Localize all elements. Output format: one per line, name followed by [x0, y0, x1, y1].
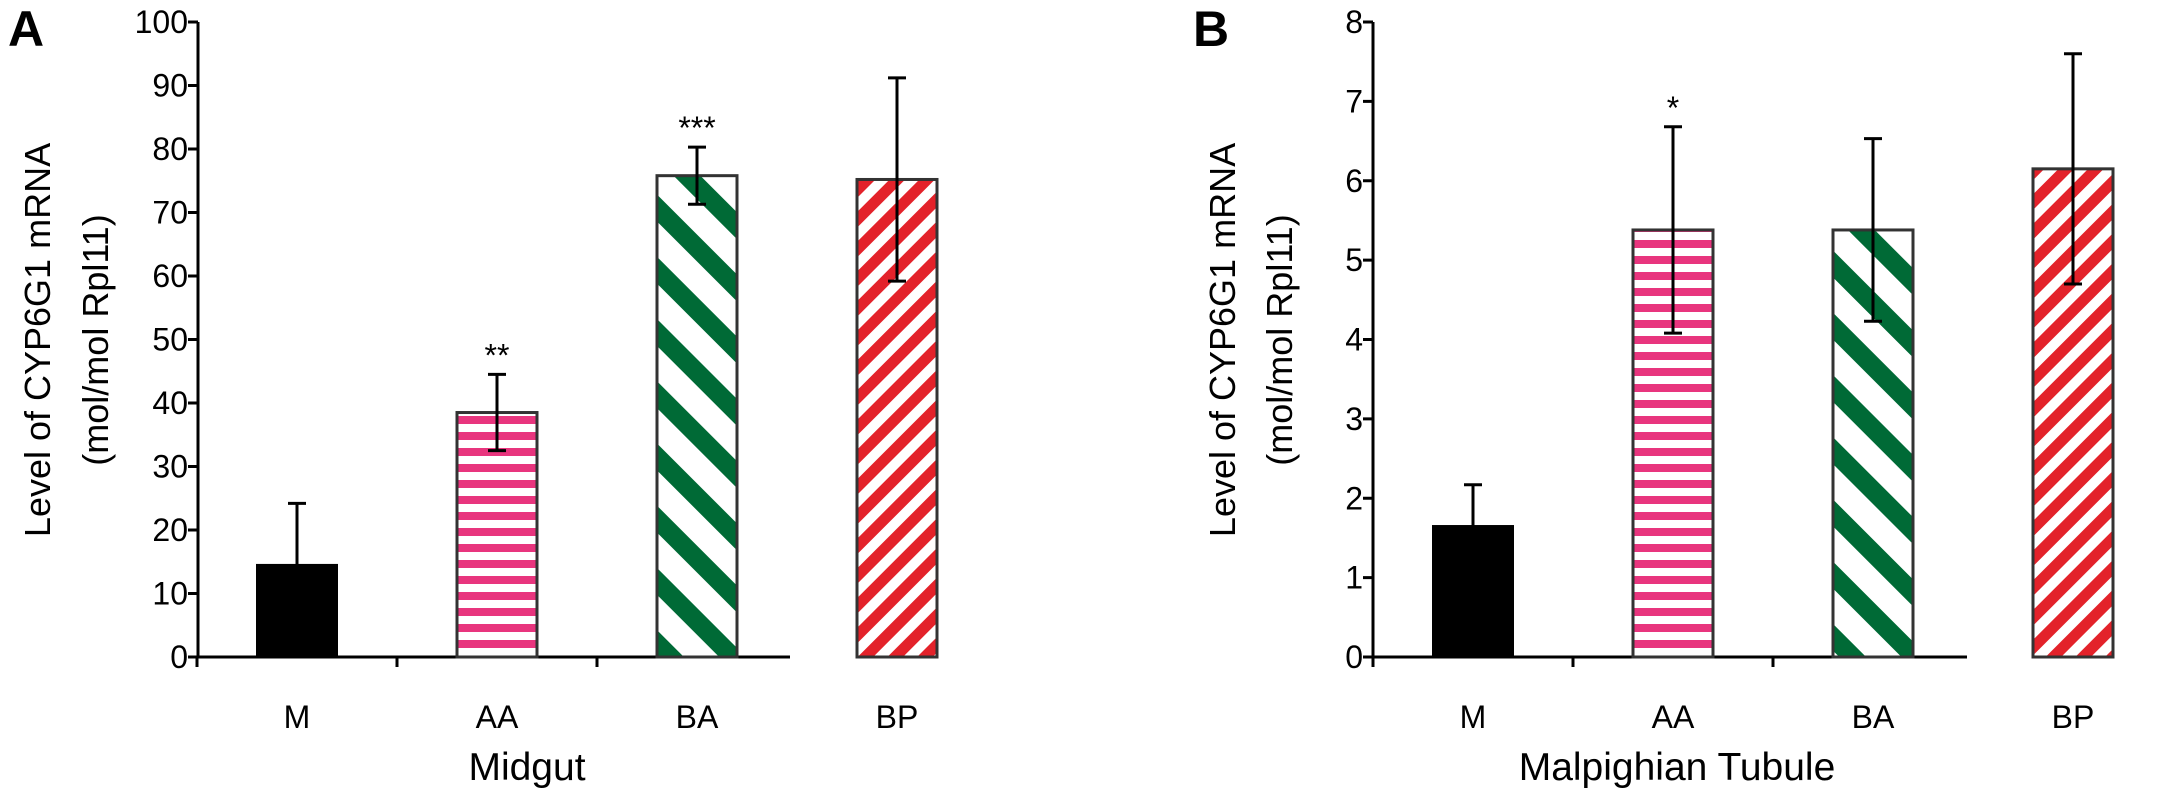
panel-label-b: B	[1193, 1, 1229, 57]
y-tick-label: 50	[152, 322, 188, 358]
y-tick-label: 7	[1345, 83, 1363, 119]
y-axis-title: Level of CYP6G1 mRNA	[17, 143, 58, 537]
bar-ba	[655, 174, 739, 659]
y-tick-label: 10	[152, 576, 188, 612]
y-tick-label: 2	[1345, 480, 1363, 516]
significance-marker: *	[1667, 90, 1679, 126]
y-tick-label: 30	[152, 449, 188, 485]
category-label: BP	[2052, 699, 2095, 735]
category-label: BA	[1852, 699, 1895, 735]
y-axis-title: Level of CYP6G1 mRNA	[1202, 143, 1243, 537]
y-tick-label: 5	[1345, 242, 1363, 278]
y-tick-label: 60	[152, 258, 188, 294]
chart-panel-b: 0 1 2 3 4 5 6 7 8 M * AA BA BP Malpighian Tubule Level …	[1202, 4, 2115, 789]
y-tick-label: 70	[152, 195, 188, 231]
category-label: BA	[676, 699, 719, 735]
y-tick-label: 0	[1345, 639, 1363, 675]
y-tick-label: 90	[152, 68, 188, 104]
bar-aa	[455, 411, 539, 659]
y-tick-label: 4	[1345, 322, 1363, 358]
y-tick-label: 3	[1345, 401, 1363, 437]
y-tick-label: 100	[135, 4, 188, 40]
y-tick-label: 6	[1345, 163, 1363, 199]
panel-label-a: A	[8, 1, 44, 57]
category-label: AA	[476, 699, 519, 735]
y-tick-label: 8	[1345, 4, 1363, 40]
y-tick-label: 40	[152, 385, 188, 421]
category-label: M	[284, 699, 311, 735]
y-tick-label: 1	[1345, 560, 1363, 596]
x-axis-title: Midgut	[468, 746, 585, 789]
significance-marker: ***	[678, 110, 715, 146]
category-label: BP	[876, 699, 919, 735]
y-axis-subtitle: (mol/mol Rpl11)	[75, 214, 116, 465]
x-axis-title: Malpighian Tubule	[1519, 746, 1836, 789]
y-tick-label: 80	[152, 131, 188, 167]
category-label: M	[1460, 699, 1487, 735]
significance-marker: **	[485, 337, 510, 373]
chart-panel-a: 0 10 20 30 40 50 60 70 80 90 100 M ** AA *** BA BP Midgut…	[17, 4, 939, 789]
y-axis-subtitle: (mol/mol Rpl11)	[1259, 214, 1300, 465]
category-label: AA	[1652, 699, 1695, 735]
y-tick-label: 20	[152, 512, 188, 548]
y-tick-label: 0	[170, 639, 188, 675]
